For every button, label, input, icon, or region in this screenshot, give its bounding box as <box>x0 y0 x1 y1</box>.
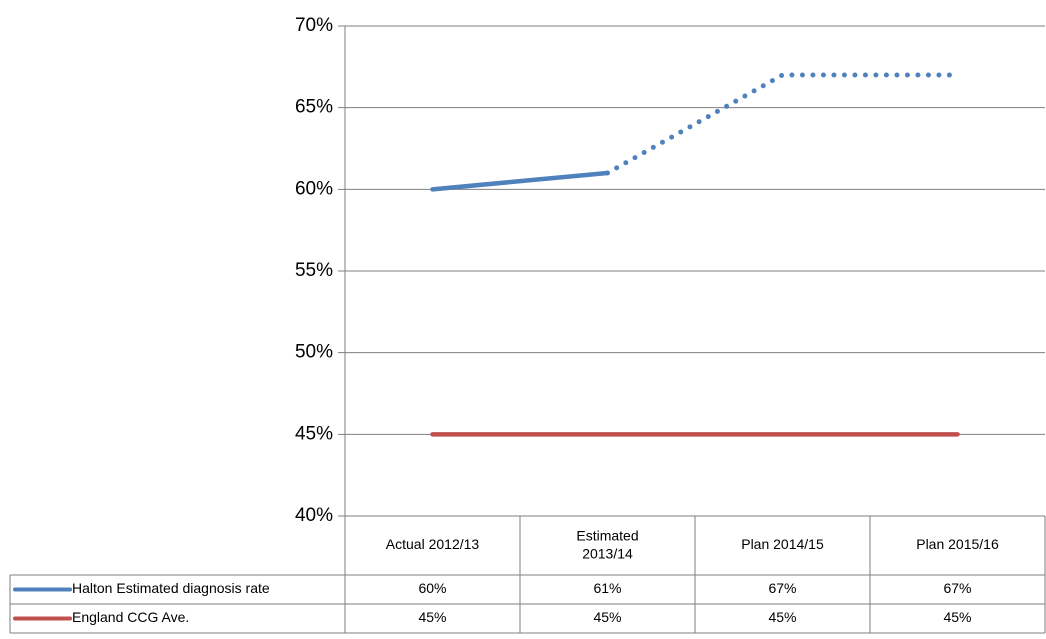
category-label: Plan 2015/16 <box>916 536 999 552</box>
y-tick-label: 45% <box>295 423 333 444</box>
category-label: Actual 2012/13 <box>386 536 480 552</box>
category-label: Plan 2014/15 <box>741 536 824 552</box>
table-value: 45% <box>768 609 796 625</box>
y-tick-label: 55% <box>295 260 333 281</box>
table-value: 67% <box>768 580 796 596</box>
category-label: Estimated 2013/14 <box>576 527 638 561</box>
table-value: 60% <box>418 580 446 596</box>
series-line <box>430 170 610 192</box>
y-tick-label: 65% <box>295 97 333 118</box>
y-tick-label: 50% <box>295 342 333 363</box>
y-tick-label: 40% <box>295 505 333 526</box>
y-tick-label: 60% <box>295 178 333 199</box>
legend-label: England CCG Ave. <box>72 609 189 625</box>
series-line <box>605 72 960 176</box>
table-value: 45% <box>418 609 446 625</box>
table-value: 45% <box>593 609 621 625</box>
table-value: 45% <box>943 609 971 625</box>
y-tick-label: 70% <box>295 15 333 36</box>
legend-label: Halton Estimated diagnosis rate <box>72 580 270 596</box>
table-value: 61% <box>593 580 621 596</box>
table-value: 67% <box>943 580 971 596</box>
